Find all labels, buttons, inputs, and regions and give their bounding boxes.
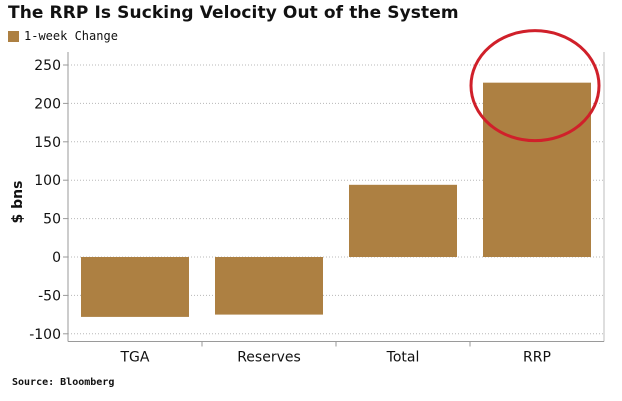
y-tick-label: 150 bbox=[34, 135, 61, 151]
chart-title: The RRP Is Sucking Velocity Out of the S… bbox=[8, 3, 459, 23]
y-tick-label: 250 bbox=[34, 58, 61, 74]
highlight-circle bbox=[469, 29, 601, 143]
x-axis-ticks: TGA Reserves Total RRP bbox=[120, 349, 551, 365]
bar-reserves bbox=[215, 257, 323, 315]
legend-label: 1-week Change bbox=[24, 29, 118, 43]
y-tick-label: -100 bbox=[29, 327, 61, 343]
x-tick-label-total: Total bbox=[386, 349, 420, 365]
bars bbox=[81, 82, 591, 317]
bar-tga bbox=[81, 257, 189, 317]
legend-swatch bbox=[8, 30, 19, 42]
x-tick-label-rrp: RRP bbox=[523, 349, 551, 365]
y-axis-label: $ bns bbox=[10, 181, 26, 224]
annotations bbox=[469, 29, 601, 143]
source-note: Source: Bloomberg bbox=[12, 377, 115, 388]
legend: 1-week Change bbox=[8, 28, 118, 44]
y-tick-label: 0 bbox=[52, 250, 61, 266]
gridlines bbox=[63, 52, 605, 347]
x-tick-label-reserves: Reserves bbox=[237, 349, 301, 365]
y-tick-label: 50 bbox=[43, 212, 61, 228]
y-tick-label: -50 bbox=[38, 288, 61, 304]
y-axis-ticks: 250 200 150 100 50 0 -50 -100 bbox=[29, 58, 61, 343]
y-tick-label: 100 bbox=[34, 173, 61, 189]
x-tick-label-tga: TGA bbox=[120, 349, 150, 365]
y-tick-label: 200 bbox=[34, 96, 61, 112]
bar-total bbox=[349, 184, 457, 257]
bar-rrp bbox=[483, 82, 591, 257]
